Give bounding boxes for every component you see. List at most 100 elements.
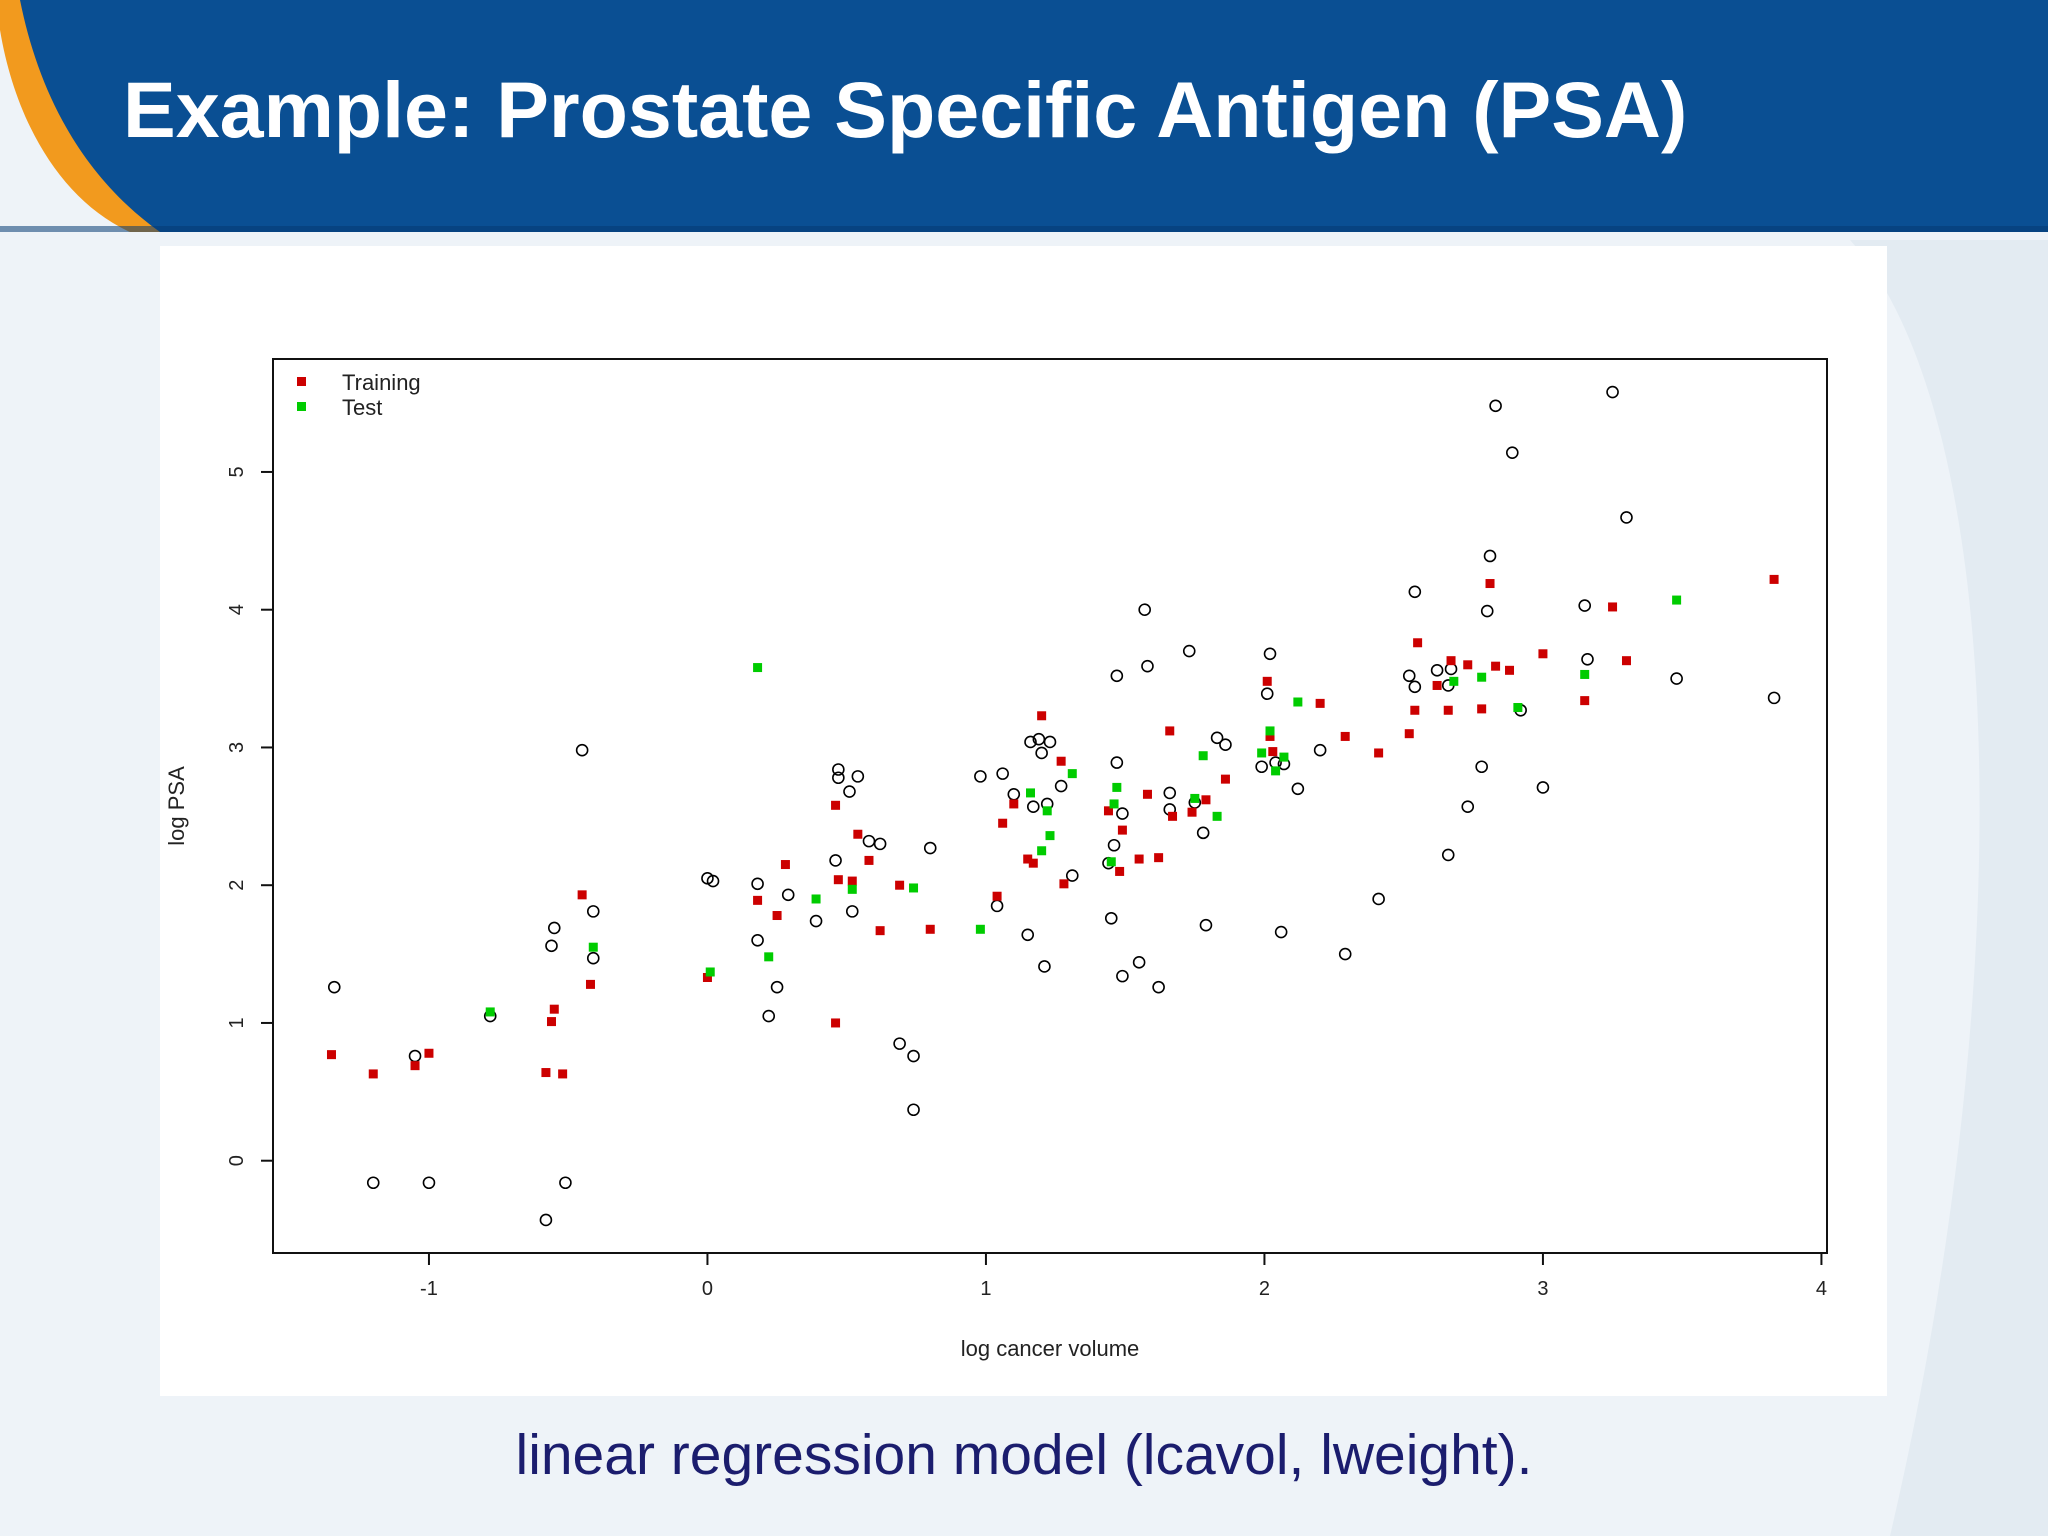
point-circle	[809, 914, 823, 928]
point-circle	[1110, 669, 1124, 683]
point-training	[549, 1004, 559, 1014]
point-circle	[1152, 980, 1165, 994]
point-training	[831, 800, 841, 810]
point-training	[1340, 731, 1350, 741]
point-training	[1187, 807, 1197, 817]
point-training	[895, 880, 905, 890]
point-circle	[1402, 669, 1416, 683]
point-circle	[1536, 781, 1550, 794]
point-test	[909, 883, 919, 893]
x-tick-label: -1	[420, 1278, 438, 1300]
point-test	[1042, 806, 1052, 816]
point-circle	[586, 951, 600, 965]
point-training	[1463, 660, 1473, 670]
legend-marker-test	[297, 402, 306, 411]
point-circle	[851, 770, 865, 783]
point-circle	[751, 877, 764, 891]
point-training	[1220, 774, 1230, 784]
point-circle	[1483, 549, 1497, 563]
point-circle	[547, 921, 561, 935]
point-training	[585, 979, 595, 989]
point-circle	[1138, 603, 1151, 617]
point-training	[875, 926, 885, 936]
point-circle	[832, 763, 845, 776]
point-circle	[996, 767, 1009, 780]
point-circle	[1210, 731, 1224, 745]
point-circle	[1196, 826, 1210, 840]
point-circle	[1408, 585, 1422, 599]
point-test	[1190, 793, 1200, 803]
point-circle	[1274, 925, 1288, 939]
point-circle	[974, 770, 987, 783]
x-tick-label: 4	[1816, 1278, 1827, 1300]
point-circle	[1116, 969, 1129, 983]
point-circle	[1313, 743, 1327, 757]
point-circle	[1110, 756, 1124, 769]
point-training	[410, 1061, 420, 1071]
point-circle	[1026, 800, 1040, 813]
point-circle	[1506, 446, 1519, 459]
point-training	[753, 895, 763, 905]
point-test	[1198, 751, 1208, 761]
point-circle	[829, 854, 842, 867]
point-test	[753, 663, 763, 673]
point-test	[847, 884, 857, 894]
y-tick-label: 0	[226, 1155, 248, 1166]
point-circle	[1408, 680, 1422, 694]
point-circle	[1767, 691, 1781, 705]
point-training	[1769, 574, 1779, 584]
point-training	[1538, 649, 1548, 659]
point-training	[831, 1018, 841, 1028]
point-training	[853, 829, 863, 839]
point-training	[847, 876, 857, 886]
point-training	[541, 1068, 551, 1078]
point-training	[1443, 705, 1453, 715]
point-test	[811, 894, 821, 904]
point-circle	[1024, 735, 1037, 749]
point-training	[833, 875, 843, 885]
point-test	[1257, 748, 1267, 758]
point-circle	[422, 1176, 436, 1190]
point-circle	[1475, 760, 1488, 774]
point-training	[1374, 748, 1384, 758]
point-training	[1262, 676, 1272, 686]
point-training	[1485, 579, 1495, 589]
point-training	[1265, 731, 1275, 741]
point-circle	[1043, 735, 1057, 749]
point-training	[1315, 698, 1325, 708]
point-training	[1142, 789, 1152, 799]
plot-panel: -1 0 1 2 3 4 0 1 2 3 4 5 log cancer volume log PSA …	[160, 246, 1887, 1396]
point-circle	[1291, 782, 1305, 796]
point-training	[1117, 825, 1127, 835]
point-circle	[1132, 956, 1146, 969]
point-test	[1212, 811, 1222, 821]
point-circle	[1199, 918, 1213, 932]
point-circle	[545, 939, 558, 953]
point-training	[1059, 879, 1069, 889]
point-test	[1045, 831, 1055, 841]
point-circle	[1107, 838, 1121, 852]
point-test	[1112, 782, 1122, 792]
point-circle	[1461, 800, 1475, 813]
point-training	[1037, 711, 1047, 721]
point-circle	[1441, 848, 1455, 862]
point-circle	[893, 1037, 906, 1050]
point-training	[998, 818, 1008, 828]
point-training	[1028, 858, 1038, 868]
point-test	[1271, 766, 1281, 776]
point-training	[1103, 806, 1113, 816]
point-test	[1449, 676, 1459, 686]
point-training	[772, 911, 782, 921]
point-circle	[1670, 672, 1683, 685]
point-circle	[586, 905, 600, 918]
point-circle	[366, 1176, 380, 1190]
point-circle	[1104, 911, 1118, 925]
point-circle	[1141, 659, 1154, 673]
point-training	[1608, 602, 1618, 612]
point-training	[864, 855, 874, 865]
point-training	[1115, 866, 1125, 876]
point-circle	[1578, 599, 1592, 612]
point-test	[1109, 799, 1119, 809]
point-circle	[1606, 385, 1619, 399]
point-test	[1026, 788, 1036, 798]
